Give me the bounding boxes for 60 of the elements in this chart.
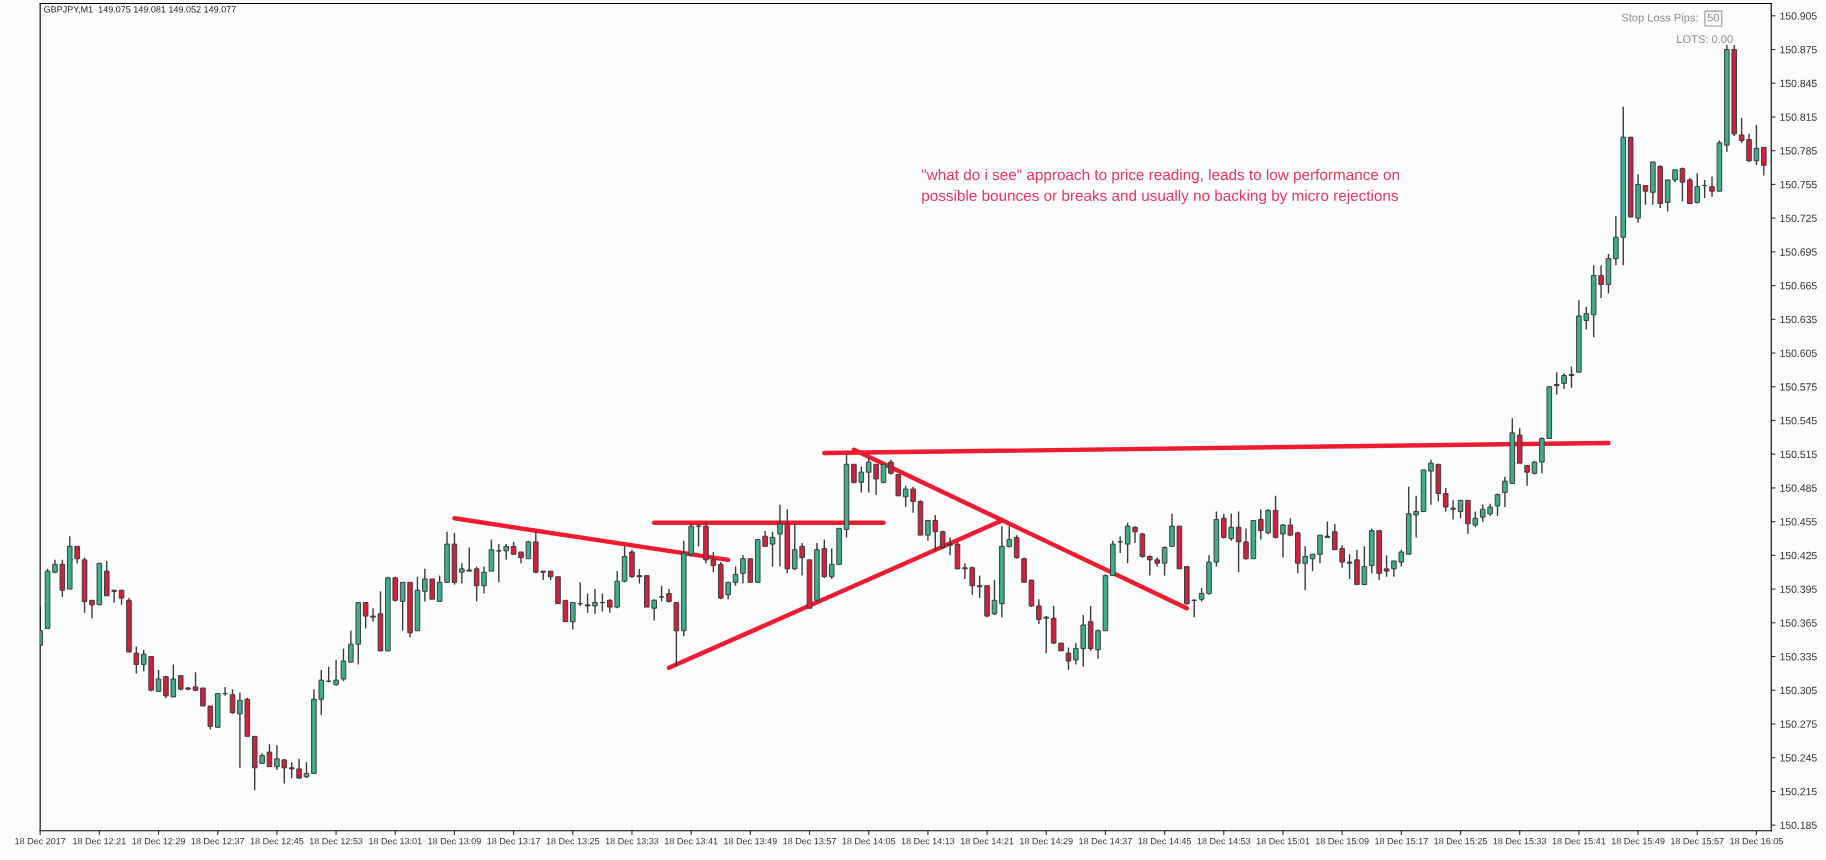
x-tick-label: 18 Dec 13:57 [783,837,836,845]
x-tick-label: 18 Dec 15:09 [1316,837,1369,845]
y-tick-label: 150.695 [1780,248,1817,256]
y-tick-label: 150.245 [1780,754,1817,762]
x-tick-label: 18 Dec 14:53 [1197,837,1251,845]
y-tick-label: 150.845 [1780,79,1817,88]
x-tick-label: 18 Dec 14:13 [901,837,955,845]
y-tick-label: 150.545 [1780,416,1817,425]
y-tick-label: 150.275 [1780,720,1817,728]
chart-title: GBPJPY,M1 149.075 149.081 149.052 149.077 [44,6,236,14]
annotation: "what do i see" approach to price reading, leads to low performance on possible bounces or breaks and usually no backing by micro rejections [921,168,1400,205]
x-tick-label: 18 Dec 15:33 [1493,837,1547,845]
y-tick-label: 150.485 [1780,484,1817,492]
y-tick-label: 150.365 [1780,619,1817,627]
x-tick-label: 18 Dec 15:01 [1256,837,1310,845]
x-tick-label: 18 Dec 13:01 [369,837,422,845]
y-tick-label: 150.185 [1780,821,1817,830]
x-tick-label: 18 Dec 13:41 [665,837,718,845]
y-tick-label: 150.605 [1780,349,1817,357]
y-tick-label: 150.395 [1780,585,1817,593]
x-tick-label: 18 Dec 13:25 [546,837,600,845]
y-tick-label: 150.305 [1780,686,1817,695]
x-tick-label: 18 Dec 14:37 [1079,837,1132,845]
y-tick-label: 150.755 [1780,180,1817,189]
y-tick-label: 150.515 [1780,450,1817,459]
y-tick-label: 150.425 [1780,551,1817,560]
x-tick-label: 18 Dec 14:29 [1020,837,1073,845]
y-tick-label: 150.455 [1780,518,1817,526]
annotation: 50 [1707,13,1720,22]
x-tick-label: 18 Dec 13:33 [605,837,659,845]
x-tick-label: 18 Dec 14:05 [842,837,896,845]
y-tick-label: 150.575 [1780,383,1817,391]
y-tick-label: 150.335 [1780,653,1817,661]
x-tick-label: 18 Dec 2017 [15,837,66,845]
x-tick-label: 18 Dec 16:05 [1730,837,1783,845]
y-tick-label: 150.875 [1780,46,1817,54]
x-tick-label: 18 Dec 14:45 [1138,837,1192,845]
x-tick-label: 18 Dec 15:41 [1552,837,1606,845]
y-tick-label: 150.905 [1780,12,1817,20]
x-tick-label: 18 Dec 14:21 [960,837,1014,845]
x-tick-label: 18 Dec 15:49 [1611,837,1665,845]
x-tick-label: 18 Dec 15:17 [1375,837,1428,845]
x-tick-label: 18 Dec 13:49 [724,837,777,845]
x-tick-label: 18 Dec 12:29 [132,837,185,845]
x-tick-label: 18 Dec 15:57 [1671,837,1724,845]
x-tick-label: 18 Dec 12:37 [191,837,245,845]
x-tick-label: 18 Dec 12:21 [73,837,126,845]
y-tick-label: 150.635 [1780,315,1817,324]
x-tick-label: 18 Dec 12:53 [309,837,363,845]
y-tick-label: 150.815 [1780,113,1817,121]
x-tick-label: 18 Dec 12:45 [250,837,304,845]
y-tick-label: 150.785 [1780,147,1817,155]
y-tick-label: 150.665 [1780,282,1817,290]
x-tick-label: 18 Dec 13:17 [487,837,541,845]
y-tick-label: 150.725 [1780,214,1817,223]
x-tick-label: 18 Dec 13:09 [428,837,481,845]
annotation: Stop Loss Pips: [1621,13,1698,24]
annotation: LOTS: 0.00 [1677,35,1733,44]
x-tick-label: 18 Dec 15:25 [1434,837,1487,845]
y-tick-label: 150.215 [1780,787,1817,796]
